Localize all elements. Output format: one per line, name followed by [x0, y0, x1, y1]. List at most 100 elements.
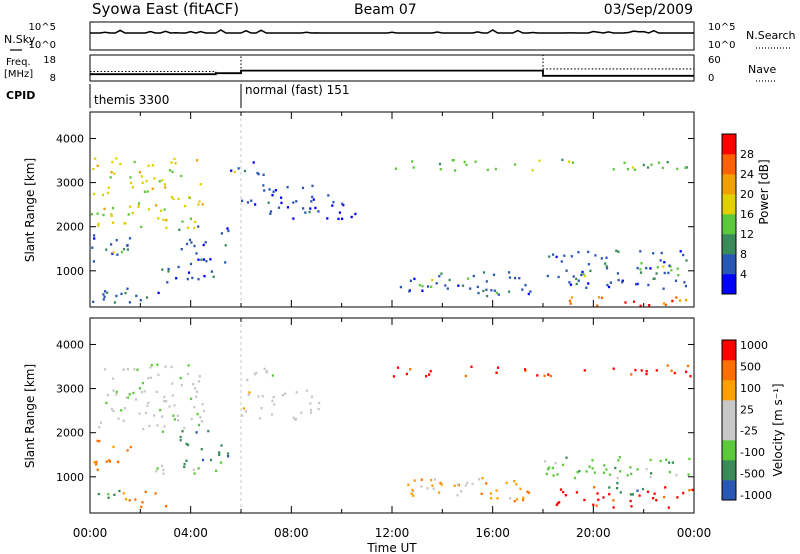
data-cell	[97, 492, 100, 496]
data-cell	[153, 177, 156, 180]
data-cell	[263, 189, 266, 192]
data-cell	[490, 289, 493, 292]
data-cell	[158, 180, 161, 183]
data-cell	[646, 490, 650, 493]
data-cell	[685, 166, 688, 169]
data-cell	[464, 374, 467, 378]
data-cell	[679, 299, 682, 302]
data-cell	[660, 251, 663, 255]
data-cell	[350, 215, 353, 219]
colorbar-segment	[722, 460, 736, 481]
data-cell	[95, 463, 98, 466]
data-cell	[188, 238, 192, 242]
data-cell	[105, 401, 108, 405]
data-cell	[683, 281, 686, 284]
data-cell	[173, 157, 176, 161]
data-cell	[513, 163, 517, 166]
data-cell	[519, 487, 522, 491]
data-cell	[482, 271, 486, 274]
data-cell	[676, 167, 679, 171]
data-cell	[605, 256, 608, 259]
data-cell	[256, 171, 259, 175]
data-cell	[286, 206, 289, 209]
data-cell	[197, 423, 201, 427]
velocity-frame	[89, 317, 695, 514]
data-cell	[603, 464, 606, 467]
data-cell	[600, 296, 603, 299]
data-cell	[465, 163, 468, 167]
data-cell	[639, 271, 643, 274]
data-cell	[302, 207, 305, 210]
data-cell	[186, 372, 189, 376]
data-cell	[242, 407, 245, 410]
data-cell	[132, 391, 135, 395]
colorbar-tick-label: 12	[740, 228, 754, 241]
time-tick-label: 04:00	[173, 526, 208, 540]
data-cell	[489, 492, 492, 495]
data-cell	[649, 267, 652, 270]
data-cell	[133, 368, 136, 371]
data-cell	[426, 487, 429, 490]
data-cell	[583, 274, 587, 278]
data-cell	[464, 484, 467, 487]
data-cell	[115, 393, 118, 396]
nsky-tick-bottom: 10^0	[29, 40, 56, 51]
data-cell	[178, 228, 181, 231]
data-cell	[202, 243, 205, 247]
data-cell	[128, 393, 131, 396]
data-cell	[551, 466, 554, 470]
data-cell	[165, 505, 168, 508]
data-cell	[609, 281, 612, 284]
data-cell	[199, 183, 202, 186]
data-cell	[145, 296, 149, 299]
data-cell	[399, 285, 402, 289]
data-cell	[591, 459, 594, 462]
data-cell	[602, 496, 605, 499]
data-cell	[508, 290, 511, 293]
data-cell	[193, 472, 196, 475]
data-cell	[144, 411, 148, 415]
velocity-data-cells	[93, 318, 694, 513]
data-cell	[647, 283, 650, 287]
data-cell	[172, 414, 175, 417]
data-cell	[581, 270, 584, 274]
data-cell	[165, 400, 168, 403]
nave-series-line	[90, 54, 694, 74]
data-cell	[103, 207, 106, 211]
data-cell	[448, 278, 451, 282]
data-cell	[117, 460, 120, 464]
data-cell	[286, 186, 289, 189]
data-cell	[413, 479, 416, 482]
data-cell	[645, 266, 648, 270]
data-cell	[127, 213, 130, 216]
data-cell	[201, 403, 204, 406]
data-cell	[624, 301, 627, 304]
data-cell	[271, 413, 274, 416]
data-cell	[196, 412, 199, 416]
data-cell	[309, 402, 312, 405]
freq-unit-label: [MHz]	[4, 69, 33, 80]
data-cell	[110, 213, 113, 216]
data-cell	[341, 217, 344, 220]
data-cell	[177, 197, 180, 201]
data-cell	[675, 296, 678, 299]
data-cell	[656, 266, 659, 269]
data-cell	[478, 478, 481, 481]
data-cell	[163, 400, 166, 403]
data-cell	[670, 269, 673, 272]
colorbar-segment	[722, 480, 736, 501]
data-cell	[117, 417, 120, 420]
nave-tick-top: 60	[708, 55, 721, 66]
data-cell	[575, 491, 578, 494]
data-cell	[671, 461, 674, 464]
data-cell	[583, 369, 586, 372]
data-cell	[201, 458, 205, 462]
data-cell	[200, 448, 203, 451]
data-cell	[192, 383, 195, 386]
data-cell	[269, 210, 273, 213]
data-cell	[582, 273, 585, 276]
data-cell	[151, 187, 154, 190]
data-cell	[175, 277, 178, 280]
data-cell	[513, 480, 516, 483]
data-cell	[486, 168, 489, 172]
